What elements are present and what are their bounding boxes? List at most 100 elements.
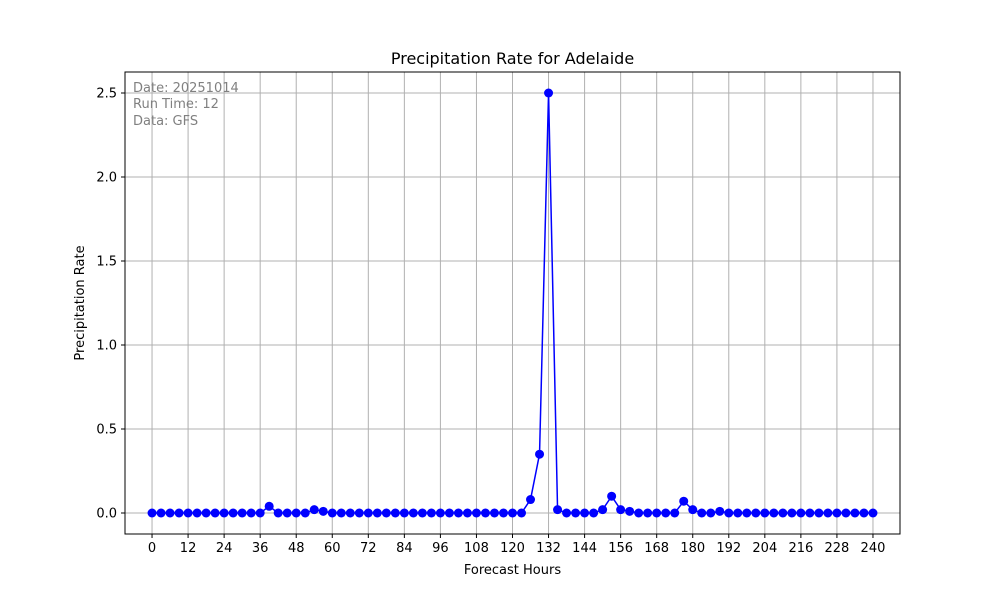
- data-point: [769, 508, 779, 518]
- data-point: [634, 508, 644, 518]
- y-tick-label: 0.0: [96, 507, 117, 522]
- x-tick-label: 192: [716, 541, 741, 556]
- data-point: [498, 508, 508, 518]
- x-tick-label: 156: [608, 541, 633, 556]
- data-point: [300, 508, 310, 518]
- data-point: [174, 508, 184, 518]
- data-point: [670, 508, 680, 518]
- data-point: [444, 508, 454, 518]
- data-point: [544, 88, 554, 98]
- data-point: [796, 508, 806, 518]
- y-tick-label: 1.0: [96, 339, 117, 354]
- data-point: [805, 508, 815, 518]
- data-point: [553, 505, 563, 515]
- data-point: [832, 508, 842, 518]
- data-point: [760, 508, 770, 518]
- data-point: [237, 508, 247, 518]
- data-point: [607, 491, 617, 501]
- x-tick-label: 36: [252, 541, 269, 556]
- annotation-date: Date: 20251014: [133, 81, 239, 96]
- data-point: [408, 508, 418, 518]
- data-point: [345, 508, 355, 518]
- grid: [125, 72, 900, 534]
- data-point: [291, 508, 301, 518]
- data-point: [706, 508, 716, 518]
- data-point: [661, 508, 671, 518]
- data-point: [354, 508, 364, 518]
- data-point: [778, 508, 788, 518]
- data-point: [264, 501, 274, 511]
- x-tick-label: 72: [360, 541, 377, 556]
- data-point: [643, 508, 653, 518]
- x-tick-label: 0: [148, 541, 156, 556]
- data-point: [688, 505, 698, 515]
- data-point: [580, 508, 590, 518]
- data-point: [733, 508, 743, 518]
- x-tick-label: 180: [680, 541, 705, 556]
- x-tick-label: 144: [572, 541, 597, 556]
- data-point: [724, 508, 734, 518]
- data-point: [616, 505, 626, 515]
- x-tick-label: 60: [324, 541, 341, 556]
- data-point: [480, 508, 490, 518]
- data-point: [787, 508, 797, 518]
- chart-title: Precipitation Rate for Adelaide: [391, 49, 634, 68]
- data-point: [868, 508, 878, 518]
- data-point: [751, 508, 761, 518]
- data-point: [156, 508, 166, 518]
- data-point: [652, 508, 662, 518]
- data-point: [273, 508, 283, 518]
- data-point: [435, 508, 445, 518]
- data-point: [165, 508, 175, 518]
- y-tick-label: 2.0: [96, 171, 117, 186]
- data-point: [372, 508, 382, 518]
- axis-ticks: 0 12 24 36 48 60 72 84 96 108 120 132 144 156 168 180 19…: [96, 87, 885, 557]
- data-point: [210, 508, 220, 518]
- y-tick-label: 1.5: [96, 255, 117, 270]
- data-point: [823, 508, 833, 518]
- y-tick-label: 2.5: [96, 87, 117, 102]
- x-tick-label: 96: [432, 541, 449, 556]
- data-point: [814, 508, 824, 518]
- x-tick-label: 84: [396, 541, 413, 556]
- x-tick-label: 48: [288, 541, 305, 556]
- data-point: [489, 508, 499, 518]
- x-tick-label: 240: [861, 541, 886, 556]
- data-point: [517, 508, 527, 518]
- data-point: [336, 508, 346, 518]
- data-point: [598, 505, 608, 515]
- x-tick-label: 228: [825, 541, 850, 556]
- data-point: [859, 508, 869, 518]
- x-tick-label: 168: [644, 541, 669, 556]
- data-point: [508, 508, 517, 518]
- x-tick-label: 204: [752, 541, 777, 556]
- data-point: [147, 508, 157, 518]
- data-point: [850, 508, 860, 518]
- series-layer: [147, 88, 878, 518]
- x-tick-label: 132: [536, 541, 561, 556]
- data-point: [841, 508, 851, 518]
- data-point: [318, 506, 328, 516]
- data-point: [327, 508, 337, 518]
- data-point: [390, 508, 400, 518]
- data-point: [183, 508, 193, 518]
- data-point: [471, 508, 481, 518]
- data-point: [381, 508, 391, 518]
- data-point: [219, 508, 229, 518]
- annotation-run-time: Run Time: 12: [133, 97, 219, 112]
- data-point: [255, 508, 265, 518]
- x-tick-label: 216: [788, 541, 813, 556]
- data-point: [571, 508, 581, 518]
- data-point: [625, 506, 635, 516]
- data-point: [679, 496, 689, 506]
- data-point: [535, 449, 545, 459]
- x-tick-label: 12: [180, 541, 197, 556]
- data-point: [363, 508, 373, 518]
- data-point: [589, 508, 599, 518]
- data-point: [282, 508, 292, 518]
- annotation-data-source: Data: GFS: [133, 114, 198, 129]
- data-point: [417, 508, 427, 518]
- data-point: [192, 508, 202, 518]
- x-axis-label: Forecast Hours: [464, 563, 561, 578]
